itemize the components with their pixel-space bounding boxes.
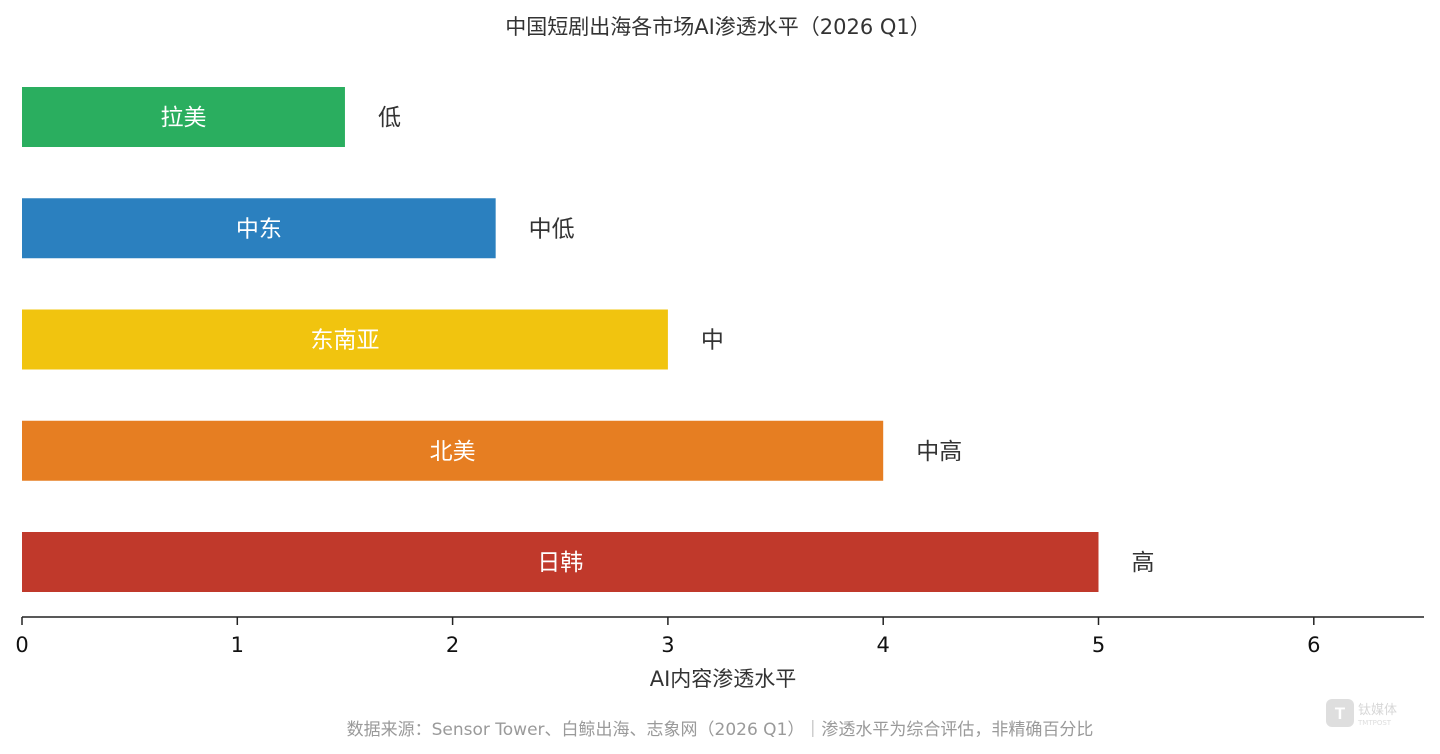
x-tick-label: 5 (1092, 633, 1105, 657)
watermark-logo-glyph: T (1335, 704, 1346, 723)
watermark-logo-text: 钛媒体 (1358, 703, 1397, 718)
x-tick-label: 2 (446, 633, 459, 657)
bar-2 (22, 309, 668, 370)
bar-category-label: 日韩 (537, 550, 583, 576)
x-tick-label: 4 (877, 633, 890, 657)
chart-title: 中国短剧出海各市场AI渗透水平（2026 Q1） (505, 15, 931, 39)
bar-0 (22, 87, 345, 147)
bar-category-label: 北美 (430, 439, 476, 465)
bar-category-label: 中东 (236, 216, 282, 242)
x-tick-label: 1 (231, 633, 244, 657)
bar-category-label: 东南亚 (310, 328, 379, 354)
x-axis-title: AI内容渗透水平 (650, 667, 797, 691)
bar-level-label: 中高 (916, 439, 962, 465)
x-tick-label: 3 (661, 633, 674, 657)
bar-level-label: 中 (701, 328, 724, 354)
bar-level-label: 低 (378, 105, 401, 131)
x-tick-label: 6 (1307, 633, 1320, 657)
x-tick-label: 0 (15, 633, 28, 657)
watermark-logo-subtext: TMTPOST (1357, 719, 1392, 727)
watermark-logo-icon (1326, 699, 1354, 727)
bar-4 (22, 532, 1099, 592)
bar-category-label: 拉美 (160, 105, 206, 131)
bar-3 (22, 420, 884, 481)
x-axis-ticks: 0 1 2 3 4 5 6 (15, 617, 1320, 657)
bar-level-label: 中低 (529, 216, 575, 242)
watermark-logo: T 钛媒体 TMTPOST (1326, 699, 1397, 727)
bar-1 (22, 198, 496, 259)
source-note: 数据来源：Sensor Tower、白鲸出海、志象网（2026 Q1）｜渗透水平… (347, 720, 1094, 740)
bar-level-label: 高 (1132, 550, 1155, 576)
